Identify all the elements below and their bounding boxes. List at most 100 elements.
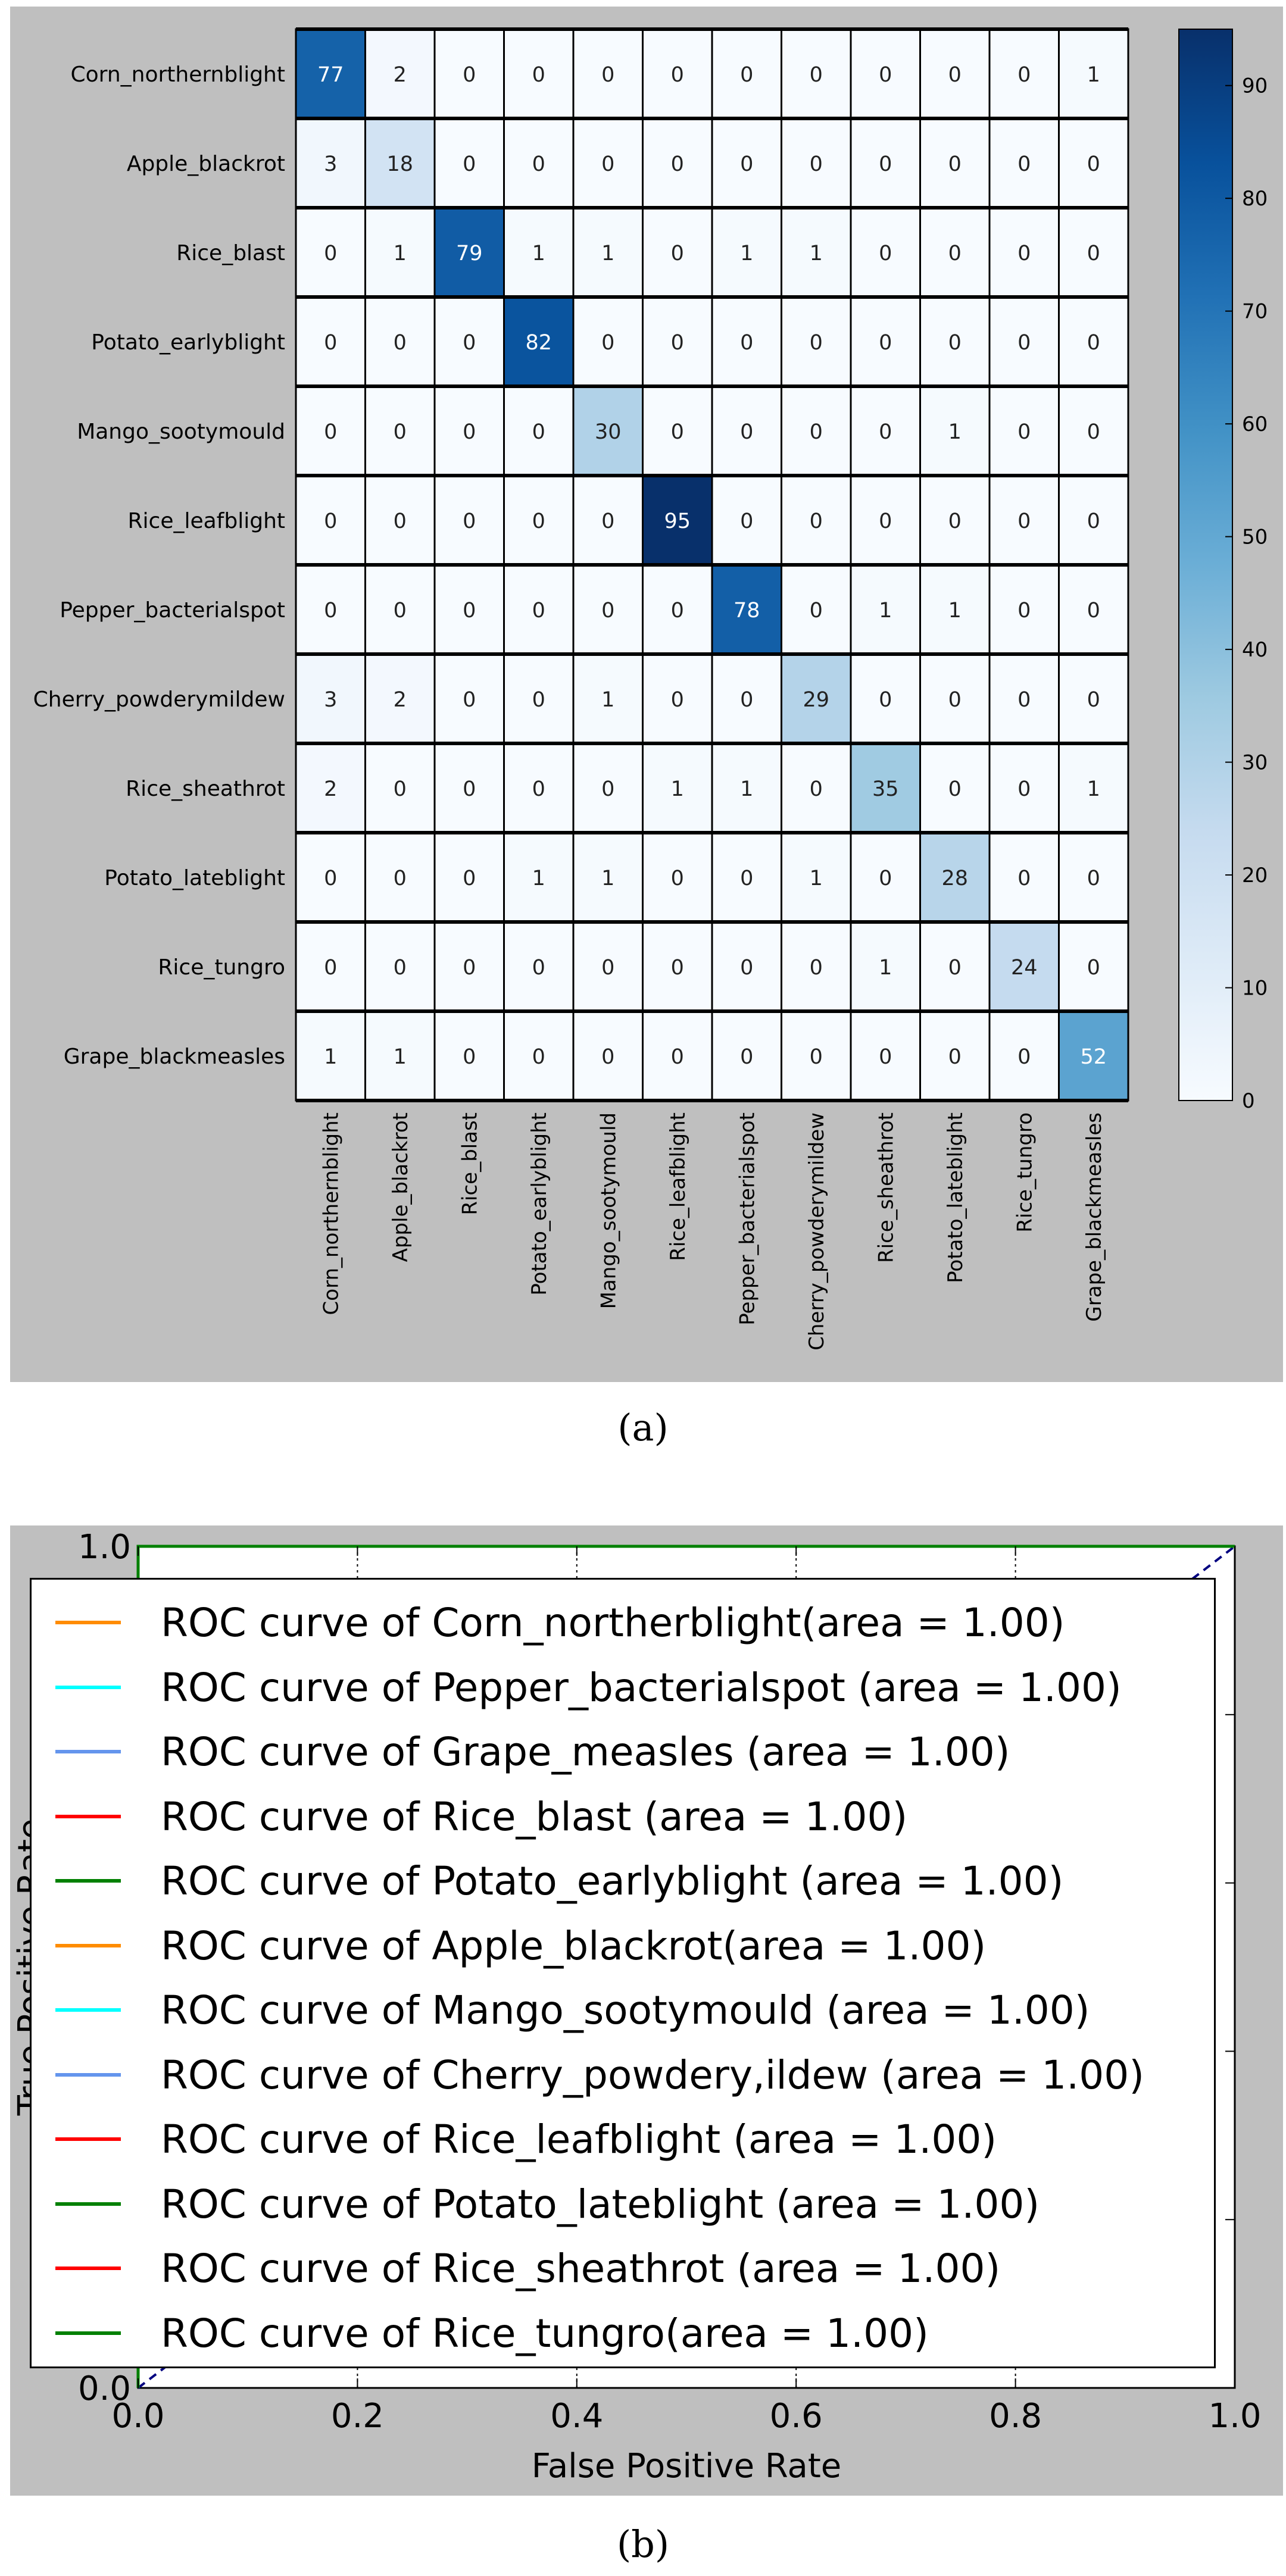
cell-label: 0	[1087, 956, 1100, 980]
cell-label: 0	[463, 152, 476, 176]
heatmap-cell	[1059, 476, 1128, 565]
cell-label: 0	[948, 509, 962, 533]
colorbar-tick-label: 70	[1242, 300, 1268, 324]
heatmap-cell	[851, 118, 920, 208]
cell-label: 0	[394, 509, 407, 533]
heatmap-cell	[573, 297, 643, 386]
heatmap-cell	[504, 386, 573, 476]
heatmap-cell	[781, 386, 851, 476]
legend-swatch	[55, 2008, 121, 2012]
heatmap-cell	[712, 743, 782, 833]
cell-label: 1	[671, 777, 684, 801]
heatmap-cell	[712, 297, 782, 386]
cell-label: 0	[394, 331, 407, 355]
column-label: Rice_tungro	[1013, 1112, 1037, 1233]
cell-label: 0	[1087, 688, 1100, 712]
cell-label: 0	[879, 867, 892, 890]
cell-label: 0	[1017, 688, 1031, 712]
cell-label: 0	[463, 420, 476, 444]
heatmap-cell	[781, 476, 851, 565]
heatmap-cell	[851, 386, 920, 476]
colorbar-tick-label: 60	[1242, 412, 1268, 436]
heatmap-cell	[365, 386, 435, 476]
cell-label: 0	[740, 1045, 753, 1069]
column-label: Rice_blast	[458, 1112, 482, 1215]
cell-label: 0	[1017, 242, 1031, 265]
cell-label: 1	[532, 867, 545, 890]
cell-label: 30	[595, 420, 622, 444]
cell-label: 0	[1087, 152, 1100, 176]
cell-label: 0	[671, 331, 684, 355]
cell-label: 0	[532, 777, 545, 801]
legend-label: ROC curve of Pepper_bacterialspot (area …	[161, 1664, 1122, 1711]
legend-label: ROC curve of Rice_tungro(area = 1.00)	[161, 2310, 929, 2356]
heatmap-cell	[573, 922, 643, 1011]
heatmap-cell	[642, 565, 712, 654]
heatmap-cell	[851, 922, 920, 1011]
heatmap-cell	[781, 743, 851, 833]
heatmap-cell	[435, 1011, 504, 1101]
heatmap-cell	[365, 833, 435, 922]
cell-label: 0	[810, 599, 823, 623]
column-label: Corn_northernblight	[319, 1112, 343, 1315]
heatmap-cell	[296, 29, 366, 118]
cell-label: 0	[532, 420, 545, 444]
heatmap-cell	[296, 118, 366, 208]
heatmap-cell	[990, 208, 1059, 297]
heatmap-cell	[851, 1011, 920, 1101]
cell-label: 0	[532, 1045, 545, 1069]
column-label: Potato_earlyblight	[527, 1112, 551, 1296]
legend-entry: ROC curve of Cherry_powdery,ildew (area …	[32, 2043, 1214, 2107]
heatmap-cell	[781, 922, 851, 1011]
heatmap-cell	[296, 833, 366, 922]
legend-swatch	[55, 1621, 121, 1624]
cell-label: 0	[1087, 509, 1100, 533]
heatmap-cell	[504, 833, 573, 922]
heatmap-cell	[504, 922, 573, 1011]
heatmap-cell	[1059, 922, 1128, 1011]
legend-label: ROC curve of Rice_blast (area = 1.00)	[161, 1793, 908, 1840]
heatmap-cell	[1059, 833, 1128, 922]
heatmap-cell	[435, 297, 504, 386]
heatmap-cell	[920, 654, 990, 743]
heatmap-cell	[851, 297, 920, 386]
heatmap-cell	[990, 654, 1059, 743]
cell-label: 1	[879, 599, 892, 623]
cell-label: 0	[601, 63, 614, 87]
legend-label: ROC curve of Cherry_powdery,ildew (area …	[161, 2052, 1144, 2098]
legend-entry: ROC curve of Mango_sootymould (area = 1.…	[32, 1978, 1214, 2042]
cell-label: 0	[671, 242, 684, 265]
heatmap-cell	[920, 1011, 990, 1101]
cell-label: 0	[324, 242, 337, 265]
cell-label: 2	[324, 777, 337, 801]
row-label: Rice_leafblight	[128, 509, 285, 533]
heatmap-cell	[435, 386, 504, 476]
y-tick-label: 1.0	[78, 1528, 131, 1567]
heatmap-cell	[504, 297, 573, 386]
cell-label: 0	[1017, 509, 1031, 533]
heatmap-cell	[435, 208, 504, 297]
legend-swatch	[55, 1814, 121, 1818]
heatmap-cell	[365, 922, 435, 1011]
heatmap-cell	[712, 565, 782, 654]
legend-entry: ROC curve of Potato_earlyblight (area = …	[32, 1849, 1214, 1913]
legend-swatch	[55, 2266, 121, 2270]
heatmap-cell	[1059, 29, 1128, 118]
heatmap-cell	[642, 29, 712, 118]
x-tick-label: 0.0	[111, 2397, 164, 2436]
cell-label: 0	[879, 152, 892, 176]
matrix-border	[295, 28, 1129, 1102]
legend-entry: ROC curve of Grape_measles (area = 1.00)	[32, 1720, 1214, 1784]
heatmap-cell	[573, 118, 643, 208]
heatmap-cell	[920, 297, 990, 386]
column-label: Cherry_powderymildew	[805, 1112, 829, 1350]
heatmap-cell	[642, 1011, 712, 1101]
heatmap-cell	[504, 743, 573, 833]
cell-label: 0	[740, 420, 753, 444]
heatmap-cell	[504, 1011, 573, 1101]
colorbar-tick-label: 50	[1242, 526, 1268, 549]
cell-label: 0	[740, 509, 753, 533]
heatmap-cell	[781, 833, 851, 922]
cell-label: 1	[810, 867, 823, 890]
cell-label: 18	[386, 152, 413, 176]
